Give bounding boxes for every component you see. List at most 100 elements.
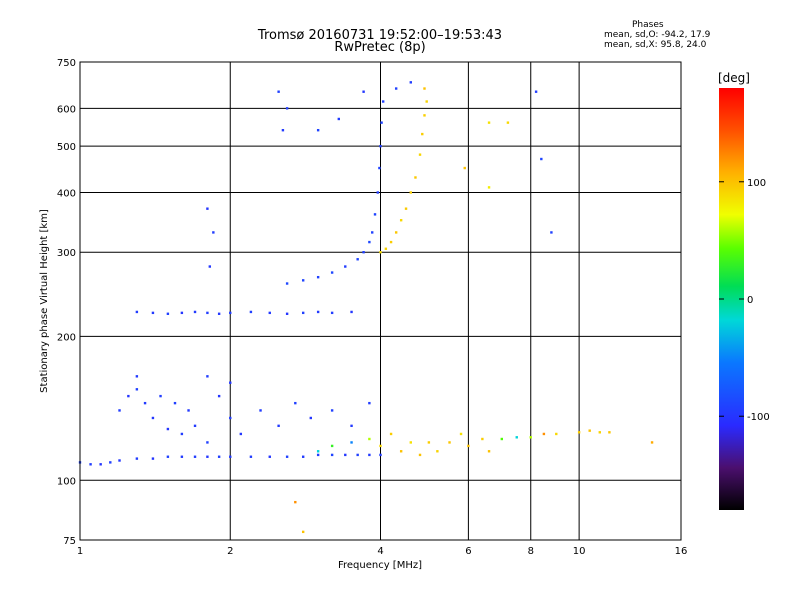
- data-point: [409, 441, 412, 444]
- data-point: [187, 409, 190, 412]
- data-point: [180, 432, 184, 436]
- data-point: [301, 311, 305, 315]
- data-point: [301, 530, 305, 534]
- x-tick-label: 1: [77, 546, 83, 557]
- phases-box: Phases mean, sd,O: -94.2, 17.9 mean, sd,…: [604, 20, 710, 50]
- data-point: [362, 90, 365, 93]
- data-point: [135, 375, 139, 378]
- data-point: [285, 107, 289, 110]
- data-point: [399, 219, 403, 222]
- data-point: [217, 312, 221, 315]
- colorbar-ticks: 100 0 -100: [719, 178, 770, 423]
- x-tick-label: 8: [528, 546, 534, 557]
- data-point: [368, 453, 371, 457]
- data-point: [180, 311, 184, 315]
- x-tick-label: 4: [377, 546, 383, 557]
- y-tick-label: 600: [57, 104, 76, 115]
- data-point: [418, 453, 422, 457]
- data-point: [350, 424, 353, 428]
- data-point: [487, 450, 491, 453]
- data-point: [459, 432, 463, 436]
- data-point: [229, 416, 232, 420]
- colorbar-label: [deg]: [718, 71, 750, 85]
- data-point: [394, 87, 398, 90]
- data-point: [588, 429, 591, 432]
- data-point: [362, 251, 365, 254]
- data-point: [500, 437, 504, 441]
- data-point: [467, 444, 470, 448]
- data-point: [229, 311, 232, 315]
- data-point: [206, 441, 209, 444]
- data-point: [135, 457, 139, 460]
- data-point: [330, 409, 334, 412]
- data-point: [166, 427, 170, 431]
- data-point: [598, 431, 601, 434]
- data-point: [423, 114, 426, 117]
- data-point: [448, 441, 451, 444]
- data-point: [379, 251, 382, 254]
- data-point: [425, 100, 428, 103]
- data-point: [135, 388, 139, 391]
- data-point: [337, 117, 341, 121]
- data-point: [389, 240, 393, 244]
- colorbar-tick-label: 0: [747, 295, 753, 306]
- data-point: [373, 213, 377, 216]
- data-point: [427, 441, 431, 444]
- data-point: [356, 258, 359, 261]
- data-point: [193, 455, 197, 458]
- data-point: [301, 279, 305, 282]
- phases-o-line: mean, sd,O: -94.2, 17.9: [604, 30, 711, 40]
- data-point: [418, 153, 422, 156]
- data-point: [379, 444, 382, 448]
- data-point: [409, 191, 412, 194]
- data-point: [389, 432, 393, 436]
- data-point: [555, 432, 558, 436]
- data-point: [206, 311, 209, 315]
- data-point: [608, 431, 611, 434]
- data-point: [316, 310, 320, 314]
- data-point: [316, 450, 320, 453]
- y-tick-label: 300: [57, 248, 76, 259]
- data-point: [379, 144, 382, 148]
- data-point: [206, 375, 209, 378]
- data-point: [330, 271, 334, 274]
- data-point: [316, 275, 320, 279]
- data-point: [542, 432, 546, 436]
- data-point: [118, 459, 121, 462]
- x-tick-labels: 1 2 4 6 8 10 16: [77, 546, 688, 557]
- data-point: [285, 282, 289, 285]
- data-point: [285, 312, 289, 315]
- data-point: [249, 455, 253, 458]
- data-point: [379, 453, 382, 457]
- data-point: [281, 128, 285, 132]
- data-point: [159, 394, 162, 398]
- data-point: [481, 437, 484, 441]
- data-point: [316, 128, 320, 132]
- data-point: [206, 207, 209, 210]
- data-point: [577, 431, 581, 434]
- y-tick-label: 75: [63, 536, 76, 547]
- data-point: [368, 401, 371, 405]
- data-point: [330, 444, 334, 448]
- data-point: [249, 310, 253, 314]
- x-tick-label: 6: [465, 546, 471, 557]
- phases-x-line: mean, sd,X: 95.8, 24.0: [604, 40, 707, 50]
- data-point: [151, 416, 155, 420]
- data-point: [180, 455, 184, 458]
- data-point: [301, 455, 305, 458]
- data-point: [371, 231, 374, 234]
- data-point: [259, 409, 262, 412]
- data-point: [376, 191, 379, 194]
- y-tick-labels: 75 100 200 300 400 500 600 750: [57, 58, 76, 547]
- data-points: [78, 81, 654, 534]
- data-point: [650, 441, 654, 444]
- data-point: [381, 100, 385, 103]
- data-point: [127, 394, 130, 398]
- data-point: [344, 265, 347, 268]
- data-point: [309, 416, 312, 420]
- data-point: [529, 436, 532, 439]
- data-point: [212, 231, 215, 234]
- data-point: [540, 157, 543, 161]
- y-tick-label: 200: [57, 332, 76, 343]
